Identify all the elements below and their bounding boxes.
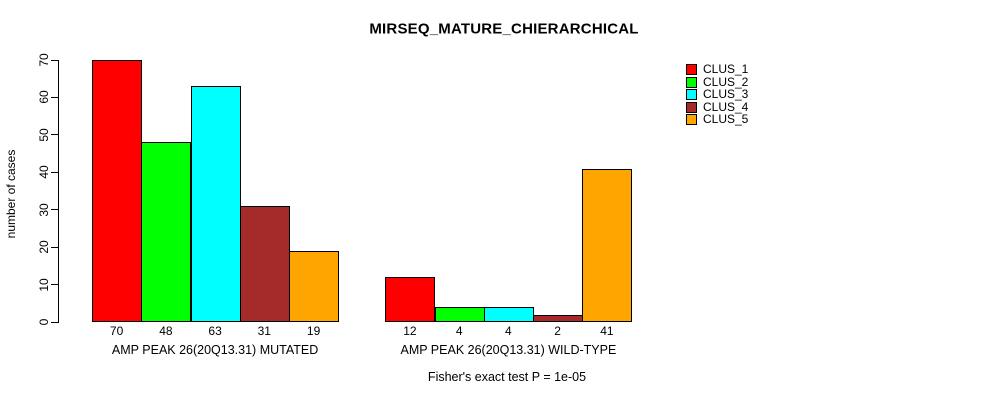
legend-swatch <box>686 89 697 101</box>
legend-row: CLUS_5 <box>686 112 749 127</box>
legend-swatch <box>686 114 697 126</box>
bar-value-label: 19 <box>306 324 321 338</box>
y-tick-label: 40 <box>37 165 51 179</box>
y-tick-label: 70 <box>37 53 51 67</box>
bar <box>582 168 633 322</box>
group-label: AMP PEAK 26(20Q13.31) WILD-TYPE <box>400 343 617 357</box>
bar-value-label: 70 <box>109 324 124 338</box>
bar-value-label: 4 <box>455 324 463 338</box>
y-tick-label: 50 <box>37 128 51 142</box>
y-tick-mark <box>51 209 58 211</box>
bar <box>141 142 192 322</box>
y-tick-mark <box>51 321 58 323</box>
bar-value-label: 31 <box>257 324 271 338</box>
bar <box>434 307 485 322</box>
y-axis-label: number of cases <box>4 149 18 239</box>
bar <box>533 314 584 322</box>
y-axis-line <box>58 60 59 323</box>
bar <box>190 86 241 322</box>
legend-swatch <box>686 76 697 88</box>
bar-value-label: 4 <box>505 324 512 338</box>
footer-note: Fisher's exact test P = 1e-05 <box>427 370 587 384</box>
y-tick-label: 0 <box>37 318 51 326</box>
bar-value-label: 48 <box>159 324 173 338</box>
y-tick-mark <box>51 134 58 136</box>
legend-row: CLUS_3 <box>686 87 749 102</box>
y-tick-label: 10 <box>37 277 51 292</box>
bar <box>289 250 340 322</box>
y-tick-label: 30 <box>37 203 51 217</box>
y-tick-label: 20 <box>37 240 51 254</box>
bar <box>92 60 143 322</box>
legend-label: CLUS_3 <box>703 87 749 102</box>
legend-label: CLUS_5 <box>703 112 749 127</box>
legend-label: CLUS_1 <box>703 62 749 76</box>
legend-label: CLUS_4 <box>703 99 749 114</box>
bar <box>385 277 436 322</box>
y-tick-mark <box>51 284 58 286</box>
group-label: AMP PEAK 26(20Q13.31) MUTATED <box>111 343 319 357</box>
chart-title: MIRSEQ_MATURE_CHIERARCHICAL <box>369 20 639 38</box>
bar <box>239 206 290 322</box>
legend-swatch <box>686 64 697 75</box>
bar-value-label: 63 <box>208 324 222 338</box>
y-tick-mark <box>51 59 58 61</box>
bar-value-label: 12 <box>403 324 417 338</box>
legend-row: CLUS_2 <box>686 74 749 89</box>
y-tick-mark <box>51 96 58 98</box>
y-tick-label: 60 <box>37 90 51 105</box>
legend-row: CLUS_4 <box>686 99 749 114</box>
y-tick-mark <box>51 171 58 173</box>
y-tick-mark <box>51 246 58 248</box>
legend-label: CLUS_2 <box>703 74 749 89</box>
bar-value-label: 41 <box>600 324 614 338</box>
legend-swatch <box>686 101 697 113</box>
bar-value-label: 2 <box>554 324 561 338</box>
bar <box>483 307 534 322</box>
legend-row: CLUS_1 <box>686 62 749 76</box>
